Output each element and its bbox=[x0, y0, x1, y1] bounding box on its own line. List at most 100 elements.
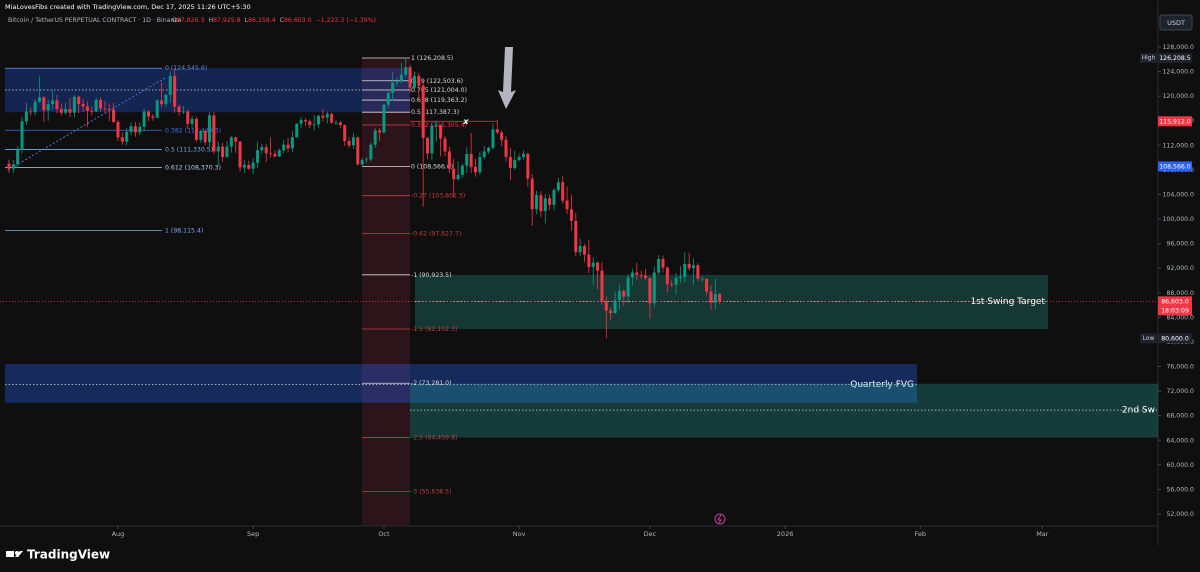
y-tick-label: 100,000.0 bbox=[1163, 216, 1195, 223]
candle-body bbox=[203, 131, 207, 143]
fib-band bbox=[362, 58, 410, 526]
y-tick-label: 76,000.0 bbox=[1166, 364, 1194, 371]
candle-body bbox=[264, 147, 268, 154]
candle-body bbox=[412, 75, 416, 88]
candle-body bbox=[482, 151, 486, 157]
event-bolt bbox=[717, 514, 722, 524]
y-tick-label: 112,000.0 bbox=[1163, 142, 1195, 149]
candle-body bbox=[85, 106, 89, 111]
candle-body bbox=[282, 144, 286, 151]
price-badge-label: 80,600.0 bbox=[1161, 335, 1189, 342]
y-tick-label: 72,000.0 bbox=[1166, 388, 1194, 395]
fib-label: -1 (90,923.5) bbox=[411, 272, 452, 279]
candle-body bbox=[561, 182, 565, 201]
candle-body bbox=[338, 122, 342, 126]
candle-body bbox=[321, 115, 325, 118]
candle-body bbox=[443, 138, 447, 152]
candle-body bbox=[208, 115, 212, 143]
candle-body bbox=[168, 75, 172, 95]
candle-body bbox=[421, 85, 425, 138]
fib-label: -2.5 (64,459.8) bbox=[411, 434, 457, 441]
x-tick-label: Oct bbox=[378, 530, 390, 538]
candle-body bbox=[68, 109, 72, 113]
candle-body bbox=[709, 291, 713, 303]
candle-body bbox=[120, 137, 124, 142]
candle-body bbox=[500, 132, 504, 140]
x-tick-label: Mar bbox=[1036, 530, 1049, 538]
zone bbox=[415, 274, 1048, 330]
candle-body bbox=[51, 100, 55, 105]
candle-body bbox=[469, 153, 473, 167]
y-tick-label: 56,000.0 bbox=[1166, 486, 1194, 493]
candle-body bbox=[574, 220, 578, 253]
candle-body bbox=[657, 258, 661, 273]
candle-body bbox=[526, 153, 530, 179]
candle-body bbox=[713, 294, 717, 303]
ohlc-key: L bbox=[245, 17, 249, 24]
candle-body bbox=[273, 153, 277, 157]
y-tick-label: 124,000.0 bbox=[1163, 69, 1195, 76]
candle-body bbox=[678, 276, 682, 279]
candle-body bbox=[569, 209, 573, 221]
candle-body bbox=[478, 156, 482, 173]
candle-body bbox=[347, 141, 351, 146]
candle-body bbox=[125, 131, 129, 142]
zone-label: 2nd Sw bbox=[1122, 406, 1155, 416]
candle-body bbox=[491, 129, 495, 148]
candle-body bbox=[72, 96, 76, 113]
candle-body bbox=[181, 111, 185, 113]
candle-body bbox=[216, 146, 220, 152]
candle-body bbox=[221, 146, 225, 157]
candle-body bbox=[373, 130, 377, 145]
candle-body bbox=[42, 97, 46, 111]
fib-label: 1 (98,115.4) bbox=[165, 228, 203, 235]
candle-body bbox=[565, 200, 569, 210]
candle-body bbox=[334, 122, 338, 124]
fib-label: 0.618 (119,363.2) bbox=[411, 97, 467, 104]
candle-body bbox=[317, 115, 321, 125]
candle-body bbox=[356, 137, 360, 165]
candle-body bbox=[112, 109, 116, 122]
candle-body bbox=[103, 108, 107, 110]
candle-body bbox=[391, 82, 395, 94]
candle-body bbox=[260, 147, 264, 151]
candle-body bbox=[696, 265, 700, 279]
fib-label: 0.382 (115,305.4) bbox=[411, 122, 467, 129]
candle-body bbox=[247, 164, 251, 169]
brand: TradingView bbox=[27, 548, 110, 562]
candle-body bbox=[600, 270, 604, 302]
y-tick-label: 128,000.0 bbox=[1163, 44, 1195, 51]
x-tick-label: Sep bbox=[247, 530, 259, 538]
candle-body bbox=[33, 101, 37, 113]
candle-body bbox=[286, 144, 290, 149]
price-badge-label: 108,566.0 bbox=[1159, 163, 1191, 170]
candle-body bbox=[160, 100, 164, 105]
candle-body bbox=[474, 166, 478, 173]
ohlc-value: 87,826.3 bbox=[177, 17, 205, 24]
candle-body bbox=[64, 109, 68, 113]
candle-body bbox=[460, 165, 464, 175]
candle-body bbox=[229, 137, 233, 147]
candle-body bbox=[255, 150, 259, 163]
candle-body bbox=[718, 293, 722, 302]
price-badge-label: 115,912.0 bbox=[1159, 118, 1191, 125]
fib-label: -3 (55,638.5) bbox=[411, 489, 452, 496]
zone bbox=[410, 383, 1158, 438]
candle-body bbox=[609, 310, 613, 314]
y-tick-label: 96,000.0 bbox=[1166, 241, 1194, 248]
x-tick-label: 2026 bbox=[777, 530, 794, 538]
candle-body bbox=[16, 149, 20, 165]
logo-part bbox=[15, 551, 23, 557]
candle-body bbox=[37, 97, 41, 102]
candle-body bbox=[552, 190, 556, 205]
candle-body bbox=[417, 75, 421, 86]
candle-body bbox=[430, 125, 434, 154]
candle-body bbox=[94, 99, 98, 112]
candle-body bbox=[535, 195, 539, 210]
zone bbox=[5, 364, 917, 403]
candle-body bbox=[330, 113, 334, 123]
candle-body bbox=[408, 67, 412, 88]
y-tick-label: 60,000.0 bbox=[1166, 462, 1194, 469]
candle-body bbox=[617, 290, 621, 301]
